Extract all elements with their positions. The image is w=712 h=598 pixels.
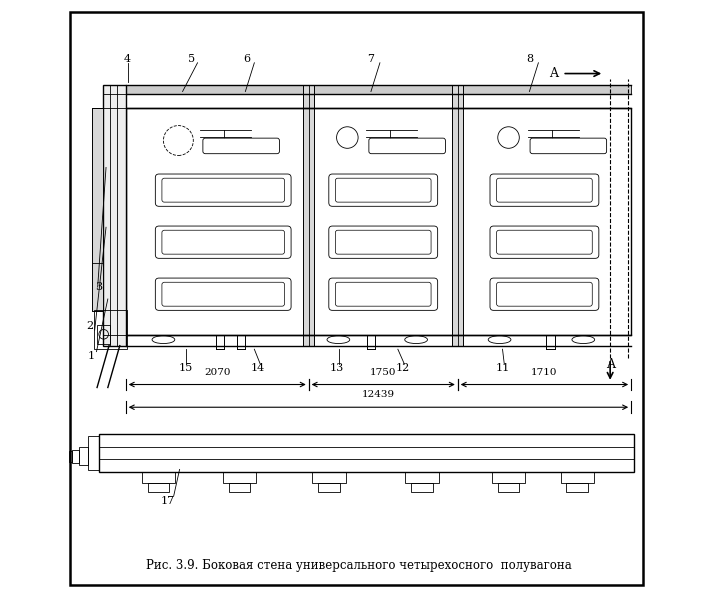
FancyBboxPatch shape (530, 138, 607, 154)
Text: 7: 7 (367, 54, 375, 63)
Bar (78, 447, 88, 465)
Bar (405, 472, 439, 483)
Text: 17: 17 (161, 496, 174, 506)
Text: 5: 5 (188, 54, 195, 63)
Text: A: A (549, 67, 558, 80)
Text: 6: 6 (244, 54, 251, 63)
Bar (223, 472, 256, 483)
Bar (142, 472, 175, 483)
Bar (126, 108, 631, 335)
Bar (99, 434, 634, 472)
Bar (567, 483, 588, 492)
Text: 2: 2 (86, 321, 93, 331)
Bar (452, 85, 463, 346)
Bar (97, 325, 110, 344)
Bar (492, 472, 525, 483)
Bar (452, 85, 463, 346)
FancyBboxPatch shape (329, 226, 438, 258)
Text: 8: 8 (526, 54, 533, 63)
Text: 12: 12 (396, 364, 410, 373)
Bar (411, 483, 433, 492)
FancyBboxPatch shape (203, 138, 279, 154)
Bar (303, 85, 314, 346)
Bar (148, 483, 169, 492)
Bar (72, 450, 78, 463)
Bar (318, 483, 340, 492)
Text: 14: 14 (250, 364, 264, 373)
Bar (126, 85, 631, 94)
FancyBboxPatch shape (155, 278, 291, 310)
Text: 15: 15 (179, 364, 193, 373)
FancyBboxPatch shape (155, 174, 291, 206)
Bar (229, 483, 250, 492)
Text: Рис. 3.9. Боковая стена универсального четырехосного  полувагона: Рис. 3.9. Боковая стена универсального ч… (146, 559, 572, 572)
Text: 11: 11 (496, 364, 510, 373)
Text: 3: 3 (95, 282, 103, 292)
Text: 4: 4 (124, 54, 131, 63)
Text: 13: 13 (330, 364, 344, 373)
Text: 1750: 1750 (370, 368, 397, 377)
Bar (313, 472, 346, 483)
Bar (94, 310, 127, 349)
FancyBboxPatch shape (329, 174, 438, 206)
Bar (93, 108, 103, 311)
Bar (126, 85, 631, 94)
FancyBboxPatch shape (490, 226, 599, 258)
Bar (303, 85, 314, 346)
Text: 2070: 2070 (204, 368, 231, 377)
Bar (88, 436, 99, 470)
Bar (93, 108, 103, 311)
Bar (498, 483, 519, 492)
Bar (69, 451, 72, 462)
FancyBboxPatch shape (329, 278, 438, 310)
Bar (103, 85, 126, 346)
Bar (560, 472, 594, 483)
Text: 1: 1 (88, 351, 95, 361)
FancyBboxPatch shape (490, 174, 599, 206)
Text: A: A (606, 358, 614, 371)
FancyBboxPatch shape (369, 138, 446, 154)
Text: 12439: 12439 (362, 390, 395, 399)
FancyBboxPatch shape (490, 278, 599, 310)
FancyBboxPatch shape (155, 226, 291, 258)
Text: 1710: 1710 (531, 368, 557, 377)
